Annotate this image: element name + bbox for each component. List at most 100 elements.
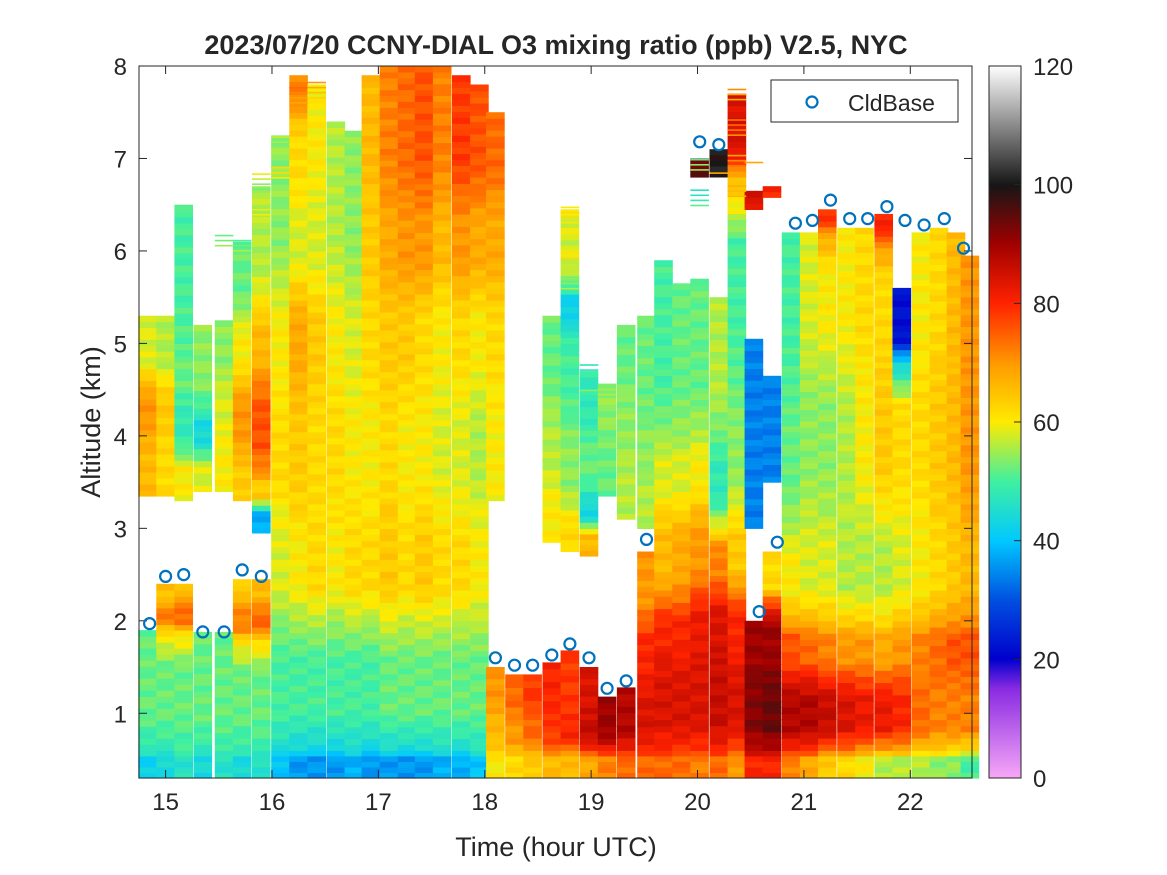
profile-cell (672, 534, 691, 542)
profile-cell (929, 540, 949, 548)
profile-cell (654, 577, 673, 585)
profile-cell (946, 744, 966, 751)
profile-cell (727, 123, 747, 130)
profile-cell (271, 196, 290, 204)
profile-cell (637, 738, 656, 745)
profile-cell (781, 365, 801, 373)
profile-cell (946, 462, 966, 469)
profile-cell (542, 365, 562, 372)
profile-cell (326, 473, 346, 481)
profile-cell (486, 171, 505, 179)
profile-cell (379, 632, 399, 640)
profile-cell (271, 287, 290, 295)
profile-column (470, 84, 489, 779)
profile-cell (470, 299, 489, 307)
profile-cell (214, 744, 234, 751)
profile-cell (271, 602, 290, 610)
profile-cell (379, 738, 399, 745)
profile-cell (470, 691, 489, 698)
profile-cell (326, 139, 346, 146)
profile-cell (138, 345, 157, 352)
profile-cell (672, 755, 691, 762)
profile-cell (799, 350, 819, 357)
profile-cell (929, 608, 949, 616)
profile-cell (397, 534, 417, 542)
profile-cell (397, 195, 417, 203)
profile-cell (432, 257, 452, 264)
cloud-base-point (898, 213, 912, 227)
profile-cell (486, 159, 505, 167)
profile-cell (214, 386, 234, 394)
profile-cell (326, 311, 346, 319)
profile-cell (361, 389, 381, 397)
profile-cell (432, 667, 452, 675)
cloud-base-point (770, 535, 784, 549)
profile-cell (892, 391, 912, 398)
profile-cell (744, 415, 764, 423)
profile-cell (672, 301, 691, 309)
profile-cell (616, 324, 636, 332)
profile-cell (929, 233, 949, 241)
profile-cell (781, 443, 801, 451)
profile-cell (397, 620, 417, 628)
profile-cell (929, 713, 949, 721)
profile-cell (452, 377, 471, 385)
profile-cell (960, 694, 980, 702)
profile-cell (307, 115, 326, 123)
profile-cell (232, 356, 252, 364)
profile-cell (892, 553, 912, 560)
profile-cell (709, 472, 729, 480)
profile-cell (414, 377, 434, 385)
profile-cell (960, 577, 980, 585)
profile-cell (271, 608, 290, 616)
profile-cell (289, 679, 308, 687)
profile-cell (470, 371, 489, 379)
profile-cell (271, 214, 290, 222)
profile-cell (193, 366, 213, 373)
profile-cell (271, 726, 290, 734)
profile-cell (432, 119, 452, 126)
profile-cell (672, 627, 691, 634)
profile-cell (397, 720, 417, 728)
profile-cell (193, 425, 213, 432)
profile-cell (138, 696, 157, 703)
profile-cell (654, 266, 673, 273)
profile-cell (960, 356, 980, 363)
profile-cell (709, 405, 729, 413)
profile-cell (946, 590, 966, 597)
profile-cell (781, 510, 801, 517)
profile-cell (654, 694, 673, 702)
profile-cell (232, 260, 252, 267)
profile-cell (138, 423, 157, 431)
profile-cell (727, 177, 747, 184)
profile-cell (929, 707, 949, 714)
profile-cell (414, 626, 434, 634)
profile-cell (690, 657, 709, 665)
profile-cell (414, 383, 434, 391)
profile-cell (762, 557, 782, 565)
profile-cell (307, 287, 326, 295)
profile-cell (470, 195, 489, 203)
profile-cell (744, 386, 764, 393)
profile-cell (414, 703, 434, 710)
profile-cell (344, 371, 364, 379)
profile-cell (929, 432, 949, 440)
profile-cell (892, 367, 912, 375)
profile-cell (193, 714, 213, 722)
profile-cell (799, 540, 819, 548)
profile-cell (781, 553, 801, 560)
profile-cell (432, 766, 452, 773)
profile-cell (156, 398, 175, 406)
profile-cell (727, 377, 747, 385)
profile-cell (486, 371, 505, 379)
profile-cell (414, 335, 434, 343)
cloud-base-point (217, 625, 231, 639)
profile-cell (960, 737, 980, 745)
profile-cell (855, 682, 874, 690)
profile-cell (523, 766, 542, 773)
profile-cell (432, 124, 452, 132)
profile-cell (344, 528, 364, 536)
profile-cell (289, 620, 308, 628)
profile-cell (929, 534, 949, 542)
profile-cell (874, 651, 893, 659)
